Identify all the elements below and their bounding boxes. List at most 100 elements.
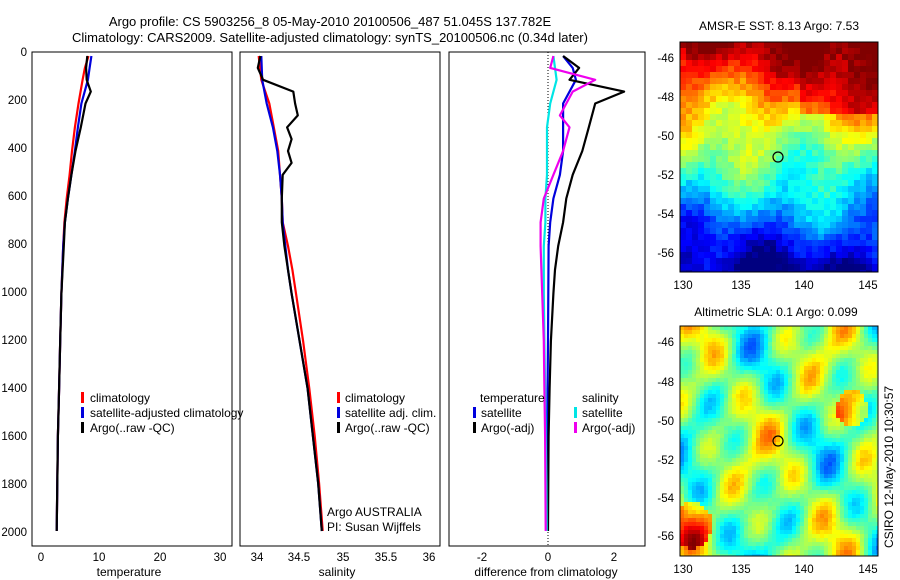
heatmap-cell: [868, 426, 873, 431]
heatmap-cell: [776, 96, 783, 103]
heatmap-cell: [720, 474, 725, 479]
heatmap-cell: [800, 186, 807, 193]
heatmap-cell: [808, 518, 813, 523]
heatmap-cell: [812, 114, 819, 121]
heatmap-cell: [728, 258, 735, 265]
heatmap-cell: [842, 216, 849, 223]
heatmap-cell: [844, 382, 849, 387]
heatmap-cell: [728, 538, 733, 543]
heatmap-cell: [728, 518, 733, 523]
heatmap-cell: [792, 330, 797, 335]
heatmap-cell: [728, 330, 733, 335]
heatmap-cell: [856, 346, 861, 351]
heatmap-cell: [712, 530, 717, 535]
heatmap-cell: [854, 258, 861, 265]
heatmap-cell: [752, 410, 757, 415]
heatmap-cell: [756, 370, 761, 375]
heatmap-cell: [872, 240, 878, 247]
heatmap-cell: [864, 338, 869, 343]
heatmap-cell: [756, 394, 761, 399]
heatmap-cell: [782, 204, 789, 211]
heatmap-cell: [800, 198, 807, 205]
heatmap-cell: [796, 438, 801, 443]
heatmap-cell: [758, 228, 765, 235]
heatmap-cell: [680, 354, 685, 359]
heatmap-cell: [736, 478, 741, 483]
heatmap-cell: [788, 506, 793, 511]
heatmap-cell: [712, 382, 717, 387]
heatmap-cell: [840, 454, 845, 459]
heatmap-cell: [866, 66, 873, 73]
heatmap-cell: [788, 156, 795, 163]
heatmap-cell: [684, 414, 689, 419]
heatmap-cell: [782, 252, 789, 259]
heatmap-cell: [844, 414, 849, 419]
heatmap-cell: [758, 246, 765, 253]
heatmap-cell: [776, 454, 781, 459]
heatmap-cell: [832, 542, 837, 547]
heatmap-cell: [804, 406, 809, 411]
heatmap-cell: [692, 430, 697, 435]
heatmap-cell: [684, 450, 689, 455]
heatmap-cell: [728, 342, 733, 347]
heatmap-cell: [816, 418, 821, 423]
heatmap-cell: [686, 78, 693, 85]
heatmap-cell: [784, 454, 789, 459]
heatmap-cell: [800, 346, 805, 351]
heatmap-cell: [744, 554, 749, 556]
heatmap-cell: [830, 264, 837, 271]
heatmap-cell: [836, 502, 841, 507]
heatmap-cell: [788, 102, 795, 109]
heatmap-cell: [840, 486, 845, 491]
heatmap-cell: [728, 270, 735, 272]
heatmap-cell: [740, 264, 747, 271]
heatmap-cell: [700, 530, 705, 535]
heatmap-cell: [764, 120, 771, 127]
heatmap-cell: [860, 506, 865, 511]
heatmap-cell: [824, 366, 829, 371]
heatmap-cell: [752, 434, 757, 439]
heatmap-cell: [864, 486, 869, 491]
heatmap-cell: [740, 252, 747, 259]
heatmap-cell: [722, 42, 729, 49]
heatmap-cell: [708, 334, 713, 339]
heatmap-cell: [780, 366, 785, 371]
heatmap-cell: [876, 418, 878, 423]
heatmap-cell: [688, 506, 693, 511]
heatmap-cell: [688, 422, 693, 427]
heatmap-cell: [872, 490, 877, 495]
heatmap-cell: [722, 210, 729, 217]
heatmap-cell: [692, 258, 699, 265]
heatmap-cell: [686, 60, 693, 67]
heatmap-cell: [804, 358, 809, 363]
heatmap-cell: [788, 518, 793, 523]
heatmap-cell: [684, 442, 689, 447]
heatmap-cell: [746, 264, 753, 271]
heatmap-cell: [796, 354, 801, 359]
heatmap-cell: [722, 162, 729, 169]
heatmap-cell: [832, 382, 837, 387]
heatmap-cell: [728, 542, 733, 547]
heatmap-cell: [758, 72, 765, 79]
heatmap-cell: [688, 342, 693, 347]
heatmap-cell: [758, 252, 765, 259]
heatmap-cell: [792, 498, 797, 503]
heatmap-cell: [864, 378, 869, 383]
heatmap-cell: [716, 482, 721, 487]
heatmap-cell: [724, 358, 729, 363]
heatmap-cell: [852, 438, 857, 443]
heatmap-cell: [716, 358, 721, 363]
heatmap-cell: [860, 542, 865, 547]
heatmap-cell: [756, 326, 761, 331]
heatmap-cell: [860, 406, 865, 411]
heatmap-cell: [800, 382, 805, 387]
heatmap-cell: [696, 330, 701, 335]
heatmap-cell: [842, 162, 849, 169]
heatmap-cell: [728, 490, 733, 495]
heatmap-cell: [728, 462, 733, 467]
heatmap-cell: [704, 120, 711, 127]
heatmap-cell: [784, 394, 789, 399]
heatmap-cell: [704, 342, 709, 347]
heatmap-cell: [680, 54, 687, 61]
heatmap-cell: [716, 518, 721, 523]
